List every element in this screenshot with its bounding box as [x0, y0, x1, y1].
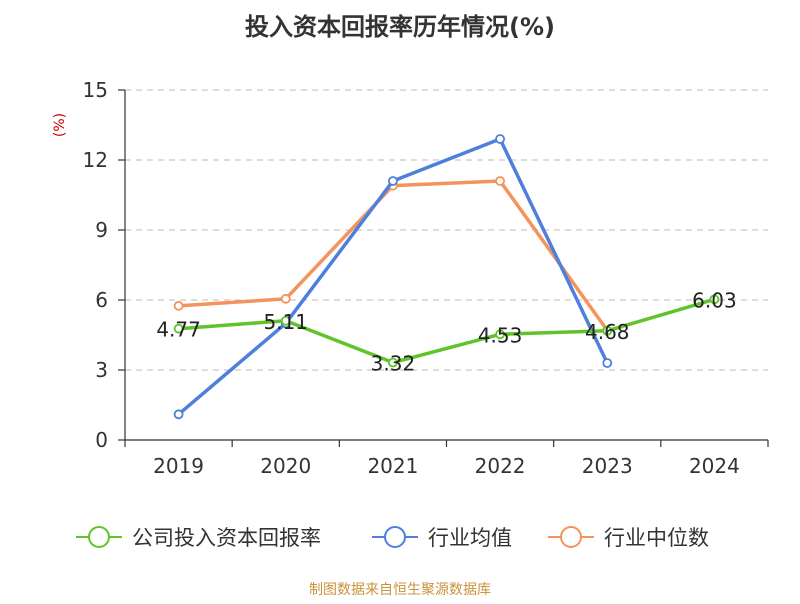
- axes: 0 3 6 9 12 15 2019 2020 2021 2022 2023 2024: [83, 78, 769, 478]
- x-tick-label: 2019: [153, 454, 204, 478]
- data-point: [495, 134, 505, 144]
- data-point: [388, 176, 398, 186]
- y-tick-label: 6: [95, 288, 108, 312]
- data-point: [709, 294, 720, 305]
- legend-label: 行业均值: [428, 526, 512, 550]
- data-point: [602, 325, 613, 336]
- data-labels: 4.77 5.11 3.32 4.53 4.68 6.03: [156, 288, 736, 375]
- legend-label: 公司投入资本回报率: [132, 526, 321, 550]
- data-label: 4.53: [478, 323, 523, 347]
- data-point: [280, 293, 291, 304]
- y-tick-label: 15: [83, 78, 108, 102]
- legend-marker: [88, 526, 110, 548]
- y-tick-label: 3: [95, 358, 108, 382]
- data-point: [173, 323, 184, 334]
- data-point: [388, 357, 398, 368]
- data-point: [602, 358, 613, 368]
- data-label: 4.68: [585, 320, 630, 344]
- series-line-2: [176, 179, 609, 333]
- x-tick-label: 2023: [582, 454, 633, 478]
- data-point: [280, 315, 291, 326]
- x-tick-label: 2020: [260, 454, 311, 478]
- x-tick-label: 2021: [367, 454, 418, 478]
- y-tick-label: 9: [95, 218, 108, 242]
- x-tick-label: 2024: [689, 454, 740, 478]
- chart-title: 投入资本回报率历年情况(%): [245, 13, 555, 41]
- data-point: [495, 329, 505, 340]
- x-tick-label: 2022: [475, 454, 526, 478]
- data-label: 6.03: [692, 288, 737, 312]
- legend-marker: [384, 526, 406, 548]
- data-point: [495, 176, 505, 186]
- y-tick-label: 12: [83, 148, 108, 172]
- data-source-note: 制图数据来自恒生聚源数据库: [309, 582, 491, 598]
- series-lines: [173, 134, 720, 420]
- data-label: 4.77: [156, 318, 201, 342]
- legend: 公司投入资本回报率 行业均值 行业中位数: [76, 526, 709, 550]
- y-tick-label: 0: [95, 428, 108, 452]
- data-label: 3.32: [371, 352, 416, 376]
- legend-label: 行业中位数: [604, 526, 709, 550]
- data-point: [173, 300, 184, 311]
- data-point: [173, 409, 184, 420]
- y-axis-label: (%): [52, 113, 68, 137]
- data-label: 5.11: [263, 310, 308, 334]
- legend-marker: [560, 526, 582, 548]
- grid-lines: [125, 89, 768, 371]
- series-line-0: [176, 297, 717, 365]
